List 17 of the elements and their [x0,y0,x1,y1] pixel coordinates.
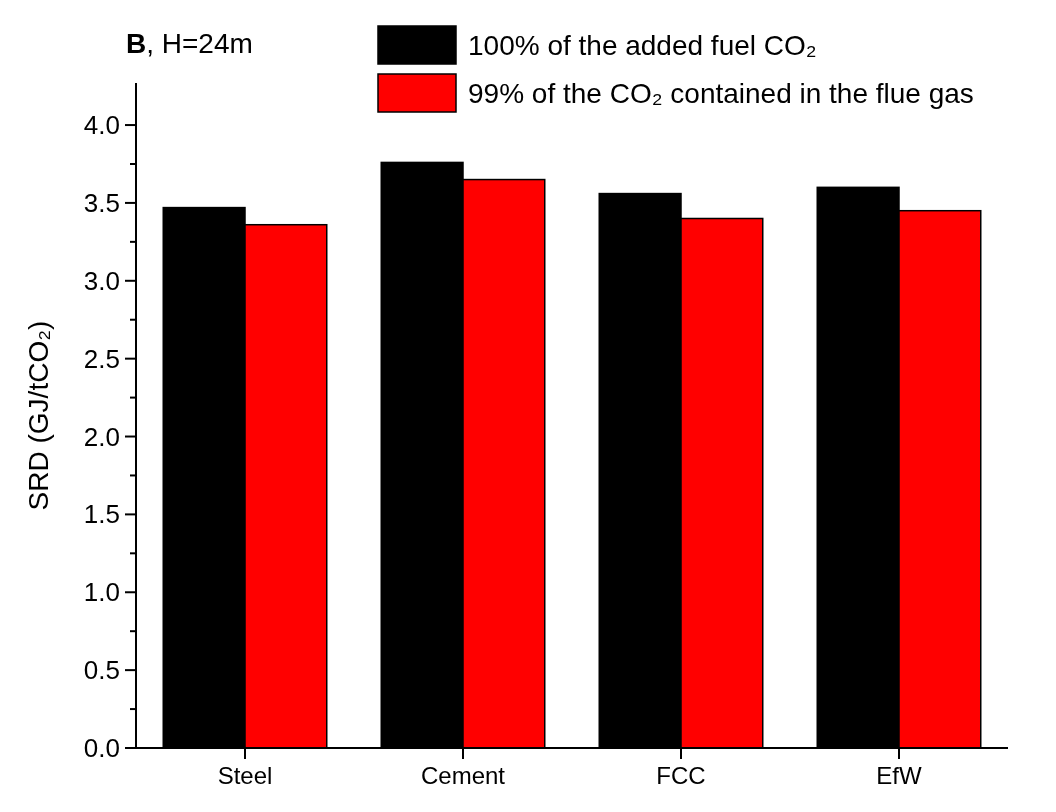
y-tick-label: 3.5 [83,188,120,219]
x-tick-label: Cement [420,762,506,789]
x-tick-label: Steel [217,762,273,789]
y-tick-label: 1.5 [83,499,120,530]
y-tick-label: 0.0 [83,733,120,764]
legend-label: 100% of the added fuel CO₂ [468,29,817,61]
legend-label: 99% of the CO₂ contained in the flue gas [468,77,974,109]
chart-title: B, H=24m [126,28,253,59]
y-axis-title: SRD (GJ/tCO₂) [23,320,54,511]
x-tick-label: FCC [656,762,706,789]
x-tick-label: EfW [876,762,923,789]
y-tick-label: 2.0 [83,421,120,452]
y-tick-label: 1.0 [83,577,120,608]
y-tick-label: 2.5 [83,343,120,374]
y-tick-label: 0.5 [83,655,120,686]
y-tick-label: 4.0 [83,110,120,141]
y-tick-label: 3.0 [83,265,120,296]
